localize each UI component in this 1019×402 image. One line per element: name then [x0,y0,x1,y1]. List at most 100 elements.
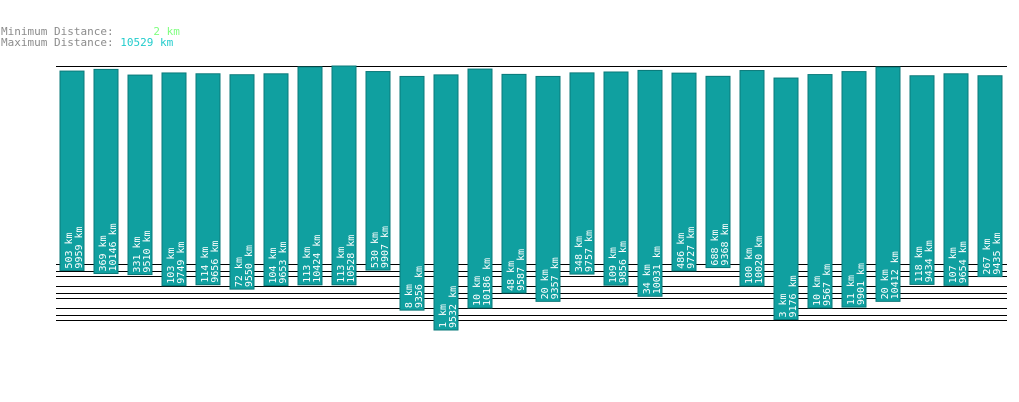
bar-min-label-13: 48 km [506,261,517,291]
bar-min-label-6: 104 km [268,248,279,284]
bar-max-label-25: 9434 km [924,240,935,282]
bar-min-label-5: 72 km [234,257,245,287]
bar-label-group-21: 3 km 9176 km [778,275,799,317]
bar-label-group-23: 11 km 9901 km [846,263,867,305]
bar-min-label-17: 34 km [642,264,653,294]
bar-max-label-20: 10020 km [754,236,765,284]
bar-label-group-17: 34 km 10031 km [642,246,663,294]
bar-max-label-7: 10424 km [312,235,323,283]
bar-min-label-25: 118 km [914,246,925,282]
bar-label-group-13: 48 km 9587 km [506,249,527,291]
bar-19 [705,75,731,269]
bar-min-label-1: 369 km [98,235,109,271]
bar-max-label-22: 9567 km [822,264,833,306]
bar-label-group-10: 8 km 9356 km [404,266,425,308]
bar-label-group-1: 369 km 10146 km [98,223,119,271]
bar-max-label-15: 9757 km [584,230,595,272]
bar-label-group-18: 486 km 9727 km [676,227,697,269]
bar-label-group-19: 688 km 9368 km [710,223,731,265]
bar-min-label-8: 113 km [336,247,347,283]
bar-label-group-27: 267 km 9435 km [982,232,1003,274]
min-distance-value: 2 km [153,25,180,38]
bar-label-group-8: 113 km 10528 km [336,235,357,283]
bar-min-label-12: 10 km [472,276,483,306]
bar-max-label-21: 9176 km [788,275,799,317]
bar-max-label-17: 10031 km [652,246,663,294]
bar-13 [501,73,527,294]
bar-max-label-23: 9901 km [856,263,867,305]
bar-14 [535,75,561,302]
bar-label-group-11: 1 km 9532 km [438,286,459,328]
bar-16 [603,71,629,286]
legend: Minimum Distance: 2 km Maximum Distance:… [1,26,180,48]
bar-label-group-22: 10 km 9567 km [812,264,833,306]
bar-label-group-9: 530 km 9907 km [370,226,391,268]
bar-18 [671,72,697,272]
bar-label-group-20: 100 km 10020 km [744,236,765,284]
bar-label-group-24: 20 km 10412 km [880,251,901,299]
bar-max-label-3: 9749 km [176,242,187,284]
bar-min-label-21: 3 km [778,293,789,317]
bar-label-group-6: 104 km 9653 km [268,241,289,283]
bar-max-label-18: 9727 km [686,227,697,269]
bar-min-label-10: 8 km [404,284,415,308]
bar-max-label-13: 9587 km [516,249,527,291]
bar-max-label-11: 9532 km [448,286,459,328]
bar-26 [943,73,969,286]
bar-label-group-3: 103 km 9749 km [166,242,187,284]
bar-label-group-12: 10 km 10186 km [472,258,493,306]
bar-max-label-5: 9550 km [244,245,255,287]
bar-max-label-6: 9653 km [278,241,289,283]
bar-min-label-9: 530 km [370,232,381,268]
bar-label-group-0: 503 km 9959 km [64,226,85,268]
bar-max-label-16: 9856 km [618,241,629,283]
bar-label-group-7: 113 km 10424 km [302,235,323,283]
bar-23 [841,71,867,308]
max-distance-label: Maximum Distance: [1,36,114,49]
bar-max-label-2: 9510 km [142,230,153,272]
bar-3 [161,72,187,287]
bar-max-label-9: 9907 km [380,226,391,268]
bar-max-label-8: 10528 km [346,235,357,283]
bar-label-group-15: 348 km 9757 km [574,230,595,272]
bar-max-label-14: 9357 km [550,257,561,299]
max-distance-value: 10529 km [120,36,174,49]
bar-min-label-26: 107 km [948,247,959,283]
bar-17 [637,69,663,297]
bar-min-label-2: 331 km [132,236,143,272]
bar-min-label-0: 503 km [64,232,75,268]
bar-min-label-11: 1 km [438,304,449,328]
bar-5 [229,74,255,290]
bar-8 [331,65,357,286]
bar-min-label-22: 10 km [812,276,823,306]
bar-0 [59,70,85,272]
bar-max-label-12: 10186 km [482,258,493,306]
bar-max-label-26: 9654 km [958,241,969,283]
bar-max-label-27: 9435 km [992,232,1003,274]
bar-20 [739,70,765,287]
bar-max-label-4: 9656 km [210,241,221,283]
bar-min-label-19: 688 km [710,229,721,265]
bar-layer: 503 km 9959 km 369 km 10146 km 331 km 9510 km… [59,65,1003,331]
bar-min-label-18: 486 km [676,233,687,269]
bar-min-label-4: 114 km [200,247,211,283]
bar-27 [977,75,1003,278]
bar-label-group-25: 118 km 9434 km [914,240,935,282]
bar-label-group-5: 72 km 9550 km [234,245,255,287]
bar-min-label-23: 11 km [846,275,857,305]
bar-min-label-20: 100 km [744,248,755,284]
bar-15 [569,72,595,275]
bar-min-label-27: 267 km [982,238,993,274]
bar-10 [399,75,425,311]
bar-22 [807,74,833,309]
bar-4 [195,73,221,286]
bar-2 [127,74,153,276]
bar-max-label-19: 9368 km [720,223,731,265]
bar-25 [909,75,935,285]
bar-6 [263,73,289,287]
bar-min-label-15: 348 km [574,236,585,272]
bar-9 [365,71,391,271]
bar-min-label-14: 20 km [540,269,551,299]
bar-label-group-4: 114 km 9656 km [200,241,221,283]
